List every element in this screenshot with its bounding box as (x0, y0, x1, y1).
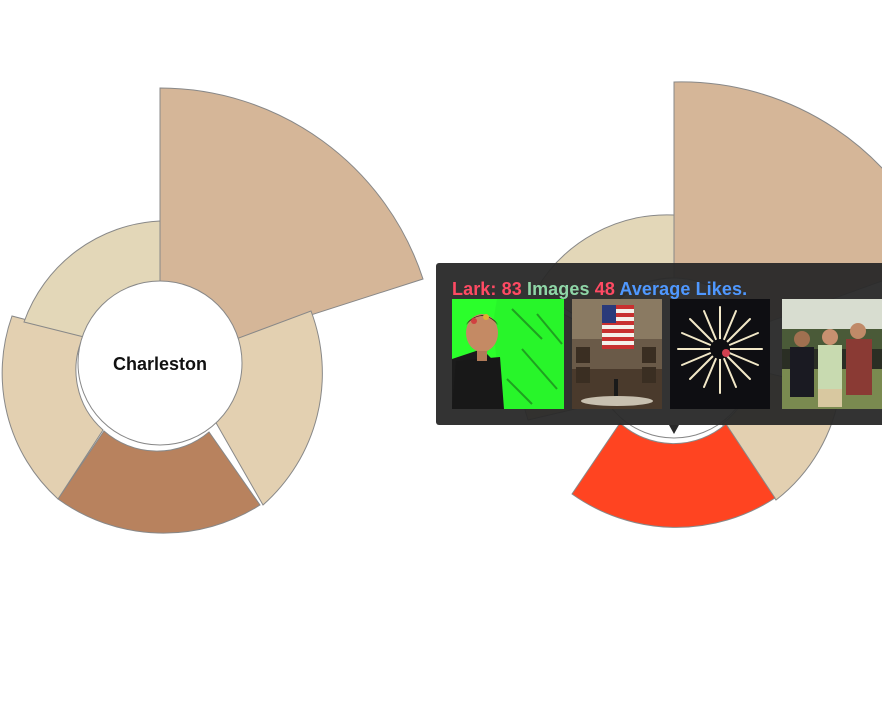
center-label: Charleston (113, 354, 207, 374)
chart-center-hole (77, 280, 243, 446)
tooltip-arrow-icon (669, 425, 679, 434)
tooltip-images-label: Images (526, 279, 590, 299)
tooltip-images-count: 83 (501, 279, 522, 299)
tooltip-thumbnails (452, 299, 882, 409)
group-outdoor-photo[interactable] (782, 299, 882, 409)
flag-hall-photo[interactable] (572, 299, 662, 409)
polar-chart-charleston: Charleston (1, 87, 424, 534)
tooltip-likes-count: 48 (594, 279, 615, 299)
selfie-green-screen-photo[interactable] (452, 299, 564, 409)
chart-segment-highlighted[interactable] (571, 422, 776, 528)
tooltip: Lark: 83 Images 48 Average Likes. (436, 263, 882, 425)
tooltip-title: Lark: 83 Images 48 Average Likes. (452, 279, 747, 300)
chart-segment[interactable] (1, 315, 104, 500)
tooltip-likes-label: Average Likes. (619, 279, 748, 299)
fireworks-photo[interactable] (670, 299, 770, 409)
tooltip-user-name: Lark: (452, 279, 497, 299)
